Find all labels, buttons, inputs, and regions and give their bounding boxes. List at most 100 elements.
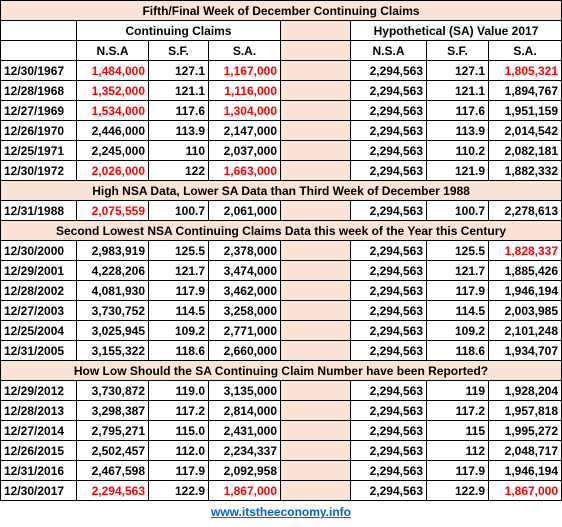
section-row: High NSA Data, Lower SA Data than Third … [0, 180, 562, 201]
group-header-row: Continuing Claims Hypothetical (SA) Value… [0, 20, 562, 41]
value-cell: 2,502,457 [76, 440, 149, 461]
value-cell: 2,294,563 [350, 340, 427, 361]
value-cell: 2,294,563 [350, 400, 427, 421]
separator-cell [280, 40, 351, 61]
value-cell: 109.2 [426, 320, 489, 341]
value-cell: 2,037,000 [208, 140, 281, 161]
separator-cell [280, 280, 351, 301]
value-cell: 110.2 [426, 140, 489, 161]
value-cell: 1,352,000 [76, 80, 149, 101]
value-cell: 2,294,563 [350, 480, 427, 501]
value-cell: 2,294,563 [350, 240, 427, 261]
data-row: 12/27/2014 2,795,271 115.0 2,431,000 2,294,5… [0, 420, 562, 441]
value-cell: 115.0 [148, 420, 209, 441]
value-cell: 115 [426, 420, 489, 441]
value-cell: 4,081,930 [76, 280, 149, 301]
separator-cell [280, 340, 351, 361]
value-cell: 127.1 [148, 60, 209, 81]
date-cell: 12/26/2015 [0, 440, 77, 461]
separator-cell [280, 120, 351, 141]
value-cell: 110 [148, 140, 209, 161]
value-cell: 117.6 [148, 100, 209, 121]
data-row: 12/27/2003 3,730,752 114.5 3,258,000 2,294,5… [0, 300, 562, 321]
value-cell: 3,462,000 [208, 280, 281, 301]
value-cell: 1,885,426 [487, 260, 562, 281]
date-cell: 12/25/2004 [0, 320, 77, 341]
column-header-row: N.S.A S.F. S.A. N.S.A S.F. S.A. [0, 40, 562, 61]
value-cell: 2,026,000 [76, 160, 149, 181]
value-cell: 117.9 [426, 460, 489, 481]
value-cell: 2,294,563 [350, 420, 427, 441]
date-cell: 12/31/1988 [0, 200, 77, 221]
value-cell: 113.9 [426, 120, 489, 141]
separator-cell [280, 300, 351, 321]
value-cell: 2,446,000 [76, 120, 149, 141]
data-row: 12/26/2015 2,502,457 112.0 2,234,337 2,294,5… [0, 440, 562, 461]
date-cell: 12/29/2001 [0, 260, 77, 281]
value-cell: 1,957,818 [487, 400, 562, 421]
value-cell: 1,167,000 [208, 60, 281, 81]
value-cell: 3,730,872 [76, 380, 149, 401]
value-cell: 4,228,206 [76, 260, 149, 281]
separator-cell [280, 20, 351, 41]
value-cell: 2,467,598 [76, 460, 149, 481]
date-cell: 12/28/2013 [0, 400, 77, 421]
separator-cell [280, 100, 351, 121]
data-row: 12/31/2016 2,467,598 117.9 2,092,958 2,294,5… [0, 460, 562, 481]
value-cell: 121.1 [148, 80, 209, 101]
date-cell: 12/26/1970 [0, 120, 77, 141]
value-cell: 121.9 [426, 160, 489, 181]
title-row: Fifth/Final Week of December Continuing … [0, 0, 562, 21]
value-cell: 1,951,159 [487, 100, 562, 121]
value-cell: 2,294,563 [350, 60, 427, 81]
value-cell: 2,092,958 [208, 460, 281, 481]
value-cell: 2,014,542 [487, 120, 562, 141]
separator-cell [280, 80, 351, 101]
value-cell: 121.7 [426, 260, 489, 281]
value-cell: 2,814,000 [208, 400, 281, 421]
data-row: 12/29/2012 3,730,872 119.0 3,135,000 2,294,5… [0, 380, 562, 401]
date-cell: 12/28/2002 [0, 280, 77, 301]
value-cell: 1,304,000 [208, 100, 281, 121]
value-cell: 2,048,717 [487, 440, 562, 461]
data-row: 12/26/1970 2,446,000 113.9 2,147,000 2,294,5… [0, 120, 562, 141]
value-cell: 3,155,322 [76, 340, 149, 361]
data-row: 12/25/2004 3,025,945 109.2 2,771,000 2,294,5… [0, 320, 562, 341]
value-cell: 114.5 [426, 300, 489, 321]
value-cell: 121.1 [426, 80, 489, 101]
value-cell: 3,298,387 [76, 400, 149, 421]
data-row: 12/27/1969 1,534,000 117.6 1,304,000 2,294,5… [0, 100, 562, 121]
value-cell: 2,294,563 [350, 160, 427, 181]
separator-cell [280, 140, 351, 161]
value-cell: 100.7 [148, 200, 209, 221]
value-cell: 125.5 [426, 240, 489, 261]
data-row: 12/30/2000 2,983,919 125.5 2,378,000 2,294,5… [0, 240, 562, 261]
footer-link[interactable]: www.itstheeconomy.info [211, 505, 352, 519]
date-cell: 12/30/2017 [0, 480, 77, 501]
separator-cell [280, 380, 351, 401]
column-header: S.F. [426, 40, 489, 61]
value-cell: 2,771,000 [208, 320, 281, 341]
section-heading: High NSA Data, Lower SA Data than Third … [0, 180, 562, 201]
value-cell: 118.6 [148, 340, 209, 361]
separator-cell [280, 480, 351, 501]
separator-cell [280, 400, 351, 421]
value-cell: 112.0 [148, 440, 209, 461]
date-cell: 12/25/1971 [0, 140, 77, 161]
column-header: S.A. [208, 40, 281, 61]
separator-cell [280, 60, 351, 81]
value-cell: 2,234,337 [208, 440, 281, 461]
value-cell: 1,828,337 [487, 240, 562, 261]
value-cell: 117.9 [148, 280, 209, 301]
value-cell: 1,882,332 [487, 160, 562, 181]
data-row: 12/30/2017 2,294,563 122.9 1,867,000 2,294,5… [0, 480, 562, 501]
table-title: Fifth/Final Week of December Continuing … [0, 0, 562, 21]
value-cell: 1,934,707 [487, 340, 562, 361]
value-cell: 1,484,000 [76, 60, 149, 81]
section-heading: Second Lowest NSA Continuing Claims Data… [0, 220, 562, 241]
value-cell: 2,983,919 [76, 240, 149, 261]
group-header: Hypothetical (SA) Value 2017 [349, 20, 562, 41]
value-cell: 117.9 [148, 460, 209, 481]
